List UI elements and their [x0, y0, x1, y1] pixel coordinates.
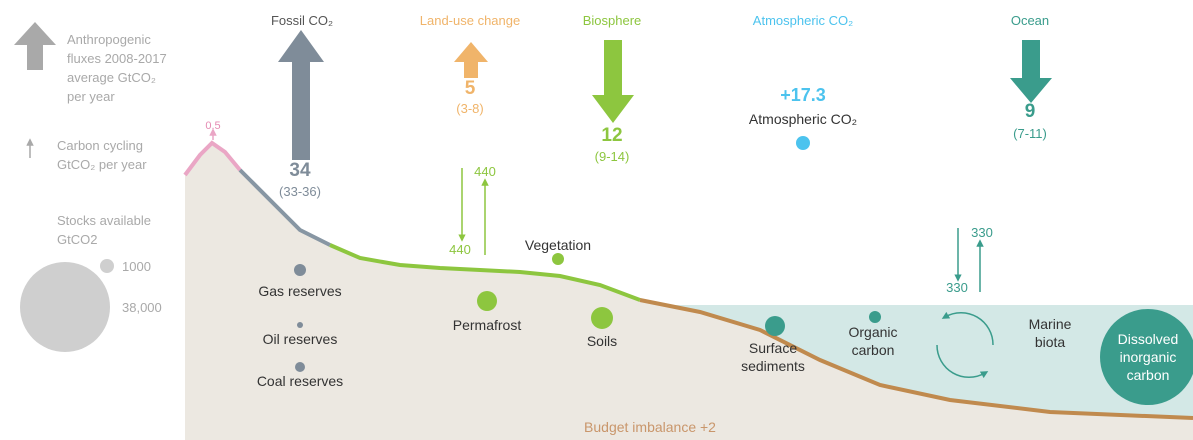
terrain-edge — [183, 140, 242, 177]
stock-circle — [869, 311, 881, 323]
stock-label: Soils — [586, 333, 618, 349]
legend-text: 1000 — [122, 259, 151, 274]
stock-circle — [552, 253, 564, 265]
atmosphere-label: Atmospheric CO₂ — [748, 111, 858, 127]
flux-value: 34 — [289, 160, 311, 181]
atmosphere-dot — [796, 136, 810, 150]
budget-imbalance: Budget imbalance +2 — [584, 419, 716, 435]
legend-arrow — [14, 22, 56, 70]
terrain-edge — [238, 168, 331, 247]
header: Ocean — [1010, 13, 1050, 28]
stock-circle — [294, 264, 306, 276]
stock-label: Dissolved inorganic carbon — [1117, 331, 1179, 383]
stock-label: Surface sediments — [741, 340, 805, 374]
land-use-arrow — [454, 42, 488, 78]
cycling-value: 440 — [474, 164, 496, 179]
stock-label: Marine biota — [1028, 316, 1072, 350]
stock-circle — [591, 307, 613, 329]
stock-circle — [1100, 309, 1193, 405]
legend-circle — [20, 262, 110, 352]
cycling-value: 330 — [946, 280, 968, 295]
legend-text: Carbon cycling GtCO₂ per year — [57, 138, 147, 172]
stock-circle — [765, 316, 785, 336]
flux-range: (9-14) — [594, 149, 630, 164]
flux-value: 5 — [464, 78, 476, 99]
stock-circle — [295, 362, 305, 372]
legend-text: Stocks available GtCO2 — [57, 213, 151, 247]
flux-range: (7-11) — [1013, 126, 1047, 141]
terrain-edge — [639, 298, 1193, 420]
ocean-arrow — [1010, 40, 1052, 103]
terrain-edge — [329, 243, 641, 302]
flux-range: (3-8) — [456, 101, 484, 116]
stock-label: Permafrost — [452, 317, 522, 333]
header: Fossil CO₂ — [270, 13, 334, 28]
fossil-arrow — [278, 30, 324, 160]
stock-label: Coal reserves — [256, 373, 344, 389]
header: Land-use change — [419, 13, 521, 28]
stock-label: Vegetation — [524, 237, 592, 253]
legend-circle — [100, 259, 114, 273]
flux-value: 9 — [1024, 101, 1036, 122]
flux-value: 12 — [601, 125, 623, 146]
cycling-value: 440 — [449, 242, 471, 257]
stock-label: Gas reserves — [258, 283, 342, 299]
header: Biosphere — [582, 13, 642, 28]
cycle-arrow — [936, 344, 989, 379]
atmosphere-value: +17.3 — [780, 85, 826, 105]
cycling-value: 330 — [971, 225, 993, 240]
cycle-arrow — [941, 311, 994, 346]
stock-circle — [477, 291, 497, 311]
biosphere-arrow — [592, 40, 634, 123]
stock-circle — [297, 322, 303, 328]
terrain — [185, 143, 1193, 440]
stock-label: Oil reserves — [262, 331, 338, 347]
flux-range: (33-36) — [279, 184, 321, 199]
stock-label: Organic carbon — [848, 324, 898, 358]
header: Atmospheric CO₂ — [752, 13, 854, 28]
cycling-value: 0.5 — [205, 120, 221, 132]
legend-text: Anthropogenic fluxes 2008-2017 average G… — [67, 32, 167, 104]
legend-text: 38,000 — [122, 300, 162, 315]
